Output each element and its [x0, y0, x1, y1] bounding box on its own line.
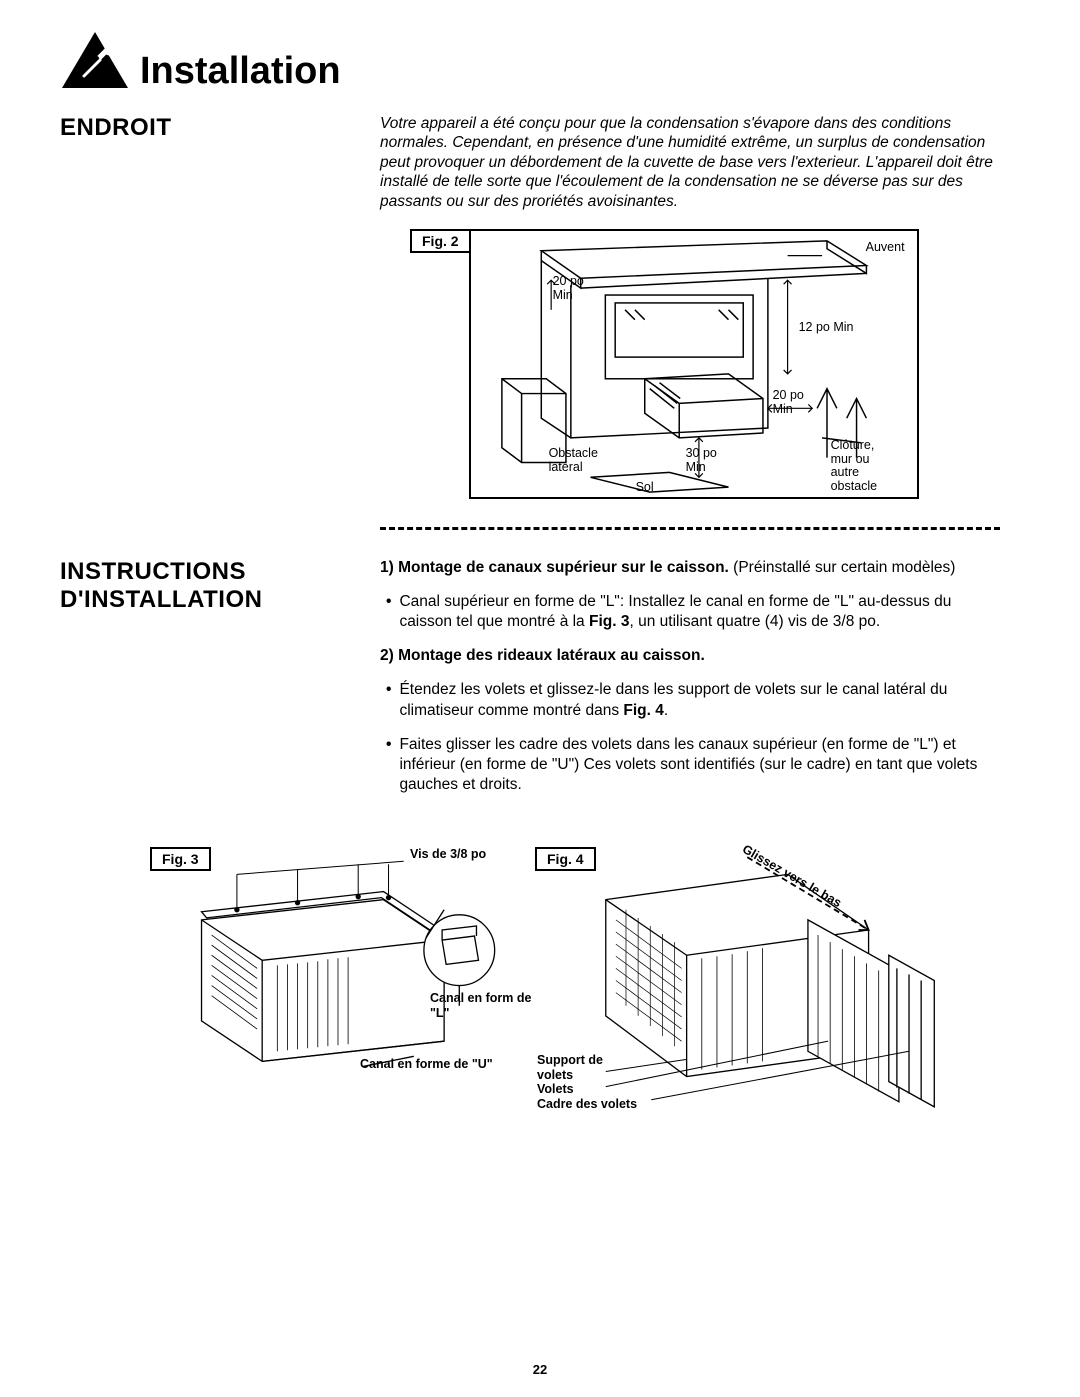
- bullet3-text: Faites glisser les cadre des volets dans…: [399, 735, 1000, 795]
- figure-2-diagram: Auvent 20 po Min 12 po Min 20 po Min 30 …: [469, 229, 919, 499]
- instructions-section: INSTRUCTIONS D'INSTALLATION 1) Montage d…: [60, 558, 1000, 809]
- figure-4-label: Fig. 4: [535, 847, 596, 871]
- section-divider: [380, 527, 1000, 530]
- fig2-topmin-label: 20 po Min: [553, 275, 593, 303]
- fig2-obstacle-label: Obstacle latéral: [549, 447, 609, 475]
- hammer-triangle-icon: [60, 30, 130, 90]
- page-number: 22: [0, 1362, 1080, 1377]
- page-header: Installation: [60, 30, 1000, 90]
- figure-2: Fig. 2: [410, 229, 1000, 499]
- instruction-bullet-3: Faites glisser les cadre des volets dans…: [386, 735, 1000, 795]
- fig4-support-callout: Support de volets: [537, 1053, 607, 1082]
- instructions-heading: INSTRUCTIONS D'INSTALLATION: [60, 558, 340, 614]
- fig3-vis-callout: Vis de 3/8 po: [410, 847, 486, 861]
- bullet1-text: Canal supérieur en forme de "L": Install…: [399, 592, 1000, 632]
- fig2-sidemin-label: 20 po Min: [773, 389, 813, 417]
- fig3-canal-u-callout: Canal en forme de "U": [360, 1057, 493, 1071]
- instruction-step-1: 1) Montage de canaux supérieur sur le ca…: [380, 558, 1000, 578]
- bullet2-text: Étendez les volets et glissez-le dans le…: [399, 680, 1000, 720]
- fig4-volets-callout: Volets: [537, 1082, 574, 1096]
- step1-lead: 1) Montage de canaux supérieur sur le ca…: [380, 559, 729, 576]
- step2-lead: 2) Montage des rideaux latéraux au caiss…: [380, 647, 705, 664]
- figure-3: Fig. 3: [60, 839, 525, 1099]
- bottom-figures-row: Fig. 3: [60, 839, 1000, 1119]
- endroit-intro: Votre appareil a été conçu pour que la c…: [380, 114, 1000, 211]
- endroit-section: ENDROIT Votre appareil a été conçu pour …: [60, 114, 1000, 548]
- fig2-sol-label: Sol: [636, 481, 654, 495]
- figure-3-label: Fig. 3: [150, 847, 211, 871]
- step1-tail: (Préinstallé sur certain modèles): [729, 559, 956, 576]
- fig2-auvent-label: Auvent: [866, 241, 905, 255]
- fig3-canal-l-callout: Canal en form de "L": [430, 991, 550, 1020]
- instructions-list: 1) Montage de canaux supérieur sur le ca…: [380, 558, 1000, 795]
- fig4-cadre-callout: Cadre des volets: [537, 1097, 637, 1111]
- instruction-bullet-2: Étendez les volets et glissez-le dans le…: [386, 680, 1000, 720]
- endroit-heading: ENDROIT: [60, 114, 340, 142]
- fig2-cloture-label: Clôture, mur ou autre obstacle: [831, 439, 891, 494]
- instruction-bullet-1: Canal supérieur en forme de "L": Install…: [386, 592, 1000, 632]
- figure-4: Fig. 4: [535, 839, 1000, 1119]
- fig2-rightmin-label: 12 po Min: [799, 321, 854, 335]
- figure-2-label: Fig. 2: [410, 229, 471, 253]
- page-title: Installation: [140, 52, 341, 90]
- instruction-step-2: 2) Montage des rideaux latéraux au caiss…: [380, 646, 1000, 666]
- fig2-bottommin-label: 30 po Min: [686, 447, 732, 475]
